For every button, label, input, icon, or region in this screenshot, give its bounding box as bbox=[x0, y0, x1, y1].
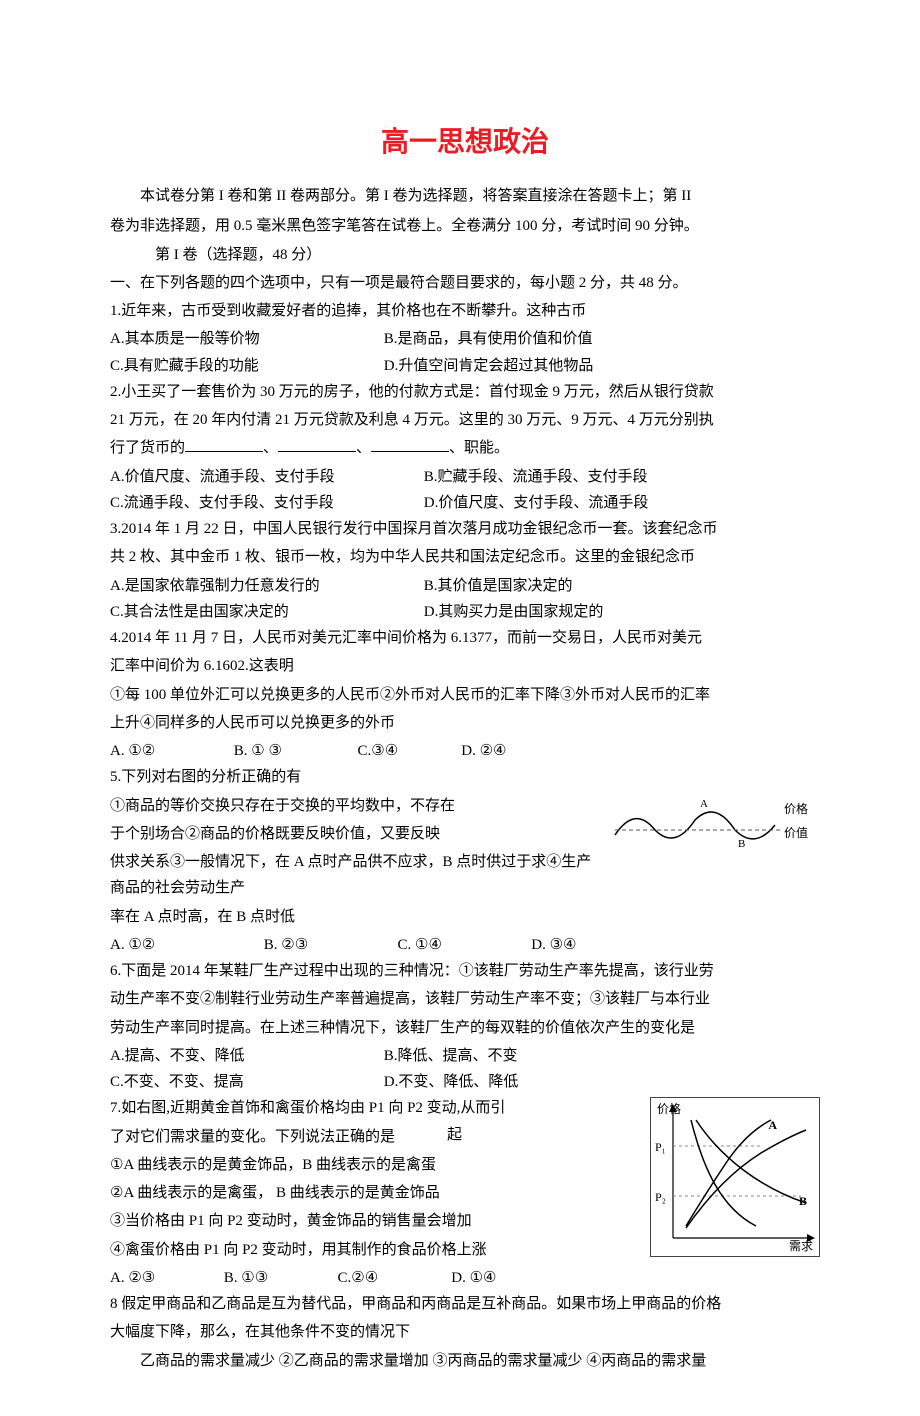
q1-opt-d: D.升值空间肯定会超过其他物品 bbox=[384, 353, 594, 379]
q1-opt-a: A.其本质是一般等价物 bbox=[110, 326, 380, 352]
q2-blank3 bbox=[371, 436, 449, 452]
q7-opt-b: B. ①③ bbox=[224, 1265, 334, 1291]
q2-opt-b: B.贮藏手段、流通手段、支付手段 bbox=[424, 464, 648, 490]
q5-stem: 5.下列对右图的分析正确的有 bbox=[110, 764, 820, 790]
q3-opt-b: B.其价值是国家决定的 bbox=[424, 573, 573, 599]
q1-stem: 1.近年来，古币受到收藏爱好者的追捧，其价格也在不断攀升。这种古币 bbox=[110, 298, 820, 324]
q7-l1a: 7.如右图,近期黄金首饰和禽蛋价格均由 P1 向 P2 变动,从而引 bbox=[110, 1100, 505, 1116]
q6-opt-b: B.降低、提高、不变 bbox=[384, 1043, 518, 1069]
q4-options: A. ①② B. ① ③ C.③④ D. ②④ bbox=[110, 738, 820, 764]
q5-block: 5.下列对右图的分析正确的有 A B 价格 价值 ①商品的等价交换只存在于交换的… bbox=[110, 764, 820, 958]
q1-opt-c: C.具有贮藏手段的功能 bbox=[110, 353, 380, 379]
q3-line1: 3.2014 年 1 月 22 日，中国人民银行发行中国探月首次落月成功金银纪念… bbox=[110, 516, 820, 542]
q2-line3: 行了货币的 、 、 、职能。 bbox=[110, 435, 820, 461]
q1-opt-b: B.是商品，具有使用价值和价值 bbox=[384, 326, 593, 352]
q4-opt-b: B. ① ③ bbox=[234, 738, 354, 764]
q7-opt-c: C.②④ bbox=[338, 1265, 448, 1291]
q5-line3: 供求关系③一般情况下，在 A 点时产品供不应求，B 点时供过于求④生产商品的社会… bbox=[110, 849, 820, 902]
q5-options: A. ①② B. ②③ C. ①④ D. ③④ bbox=[110, 932, 820, 958]
q6-options-row1: A.提高、不变、降低 B.降低、提高、不变 bbox=[110, 1043, 820, 1069]
q3-options-row2: C.其合法性是由国家决定的 D.其购买力是由国家规定的 bbox=[110, 599, 820, 625]
q7-label-a: A bbox=[768, 1118, 777, 1133]
exam-page: 高一思想政治 本试卷分第 I 卷和第 II 卷两部分。第 I 卷为选择题，将答案… bbox=[0, 0, 920, 1416]
q7-xlabel: 需求 bbox=[789, 1237, 813, 1254]
intro-line-1: 本试卷分第 I 卷和第 II 卷两部分。第 I 卷为选择题，将答案直接涂在答题卡… bbox=[110, 184, 820, 210]
section-1-instruction: 一、在下列各题的四个选项中，只有一项是最符合题目要求的，每小题 2 分，共 48… bbox=[110, 271, 820, 297]
q7-label-b: B bbox=[799, 1194, 807, 1209]
q7-p1: P₁ bbox=[655, 1140, 666, 1155]
q4-opt-a: A. ①② bbox=[110, 738, 230, 764]
q2-options-row2: C.流通手段、支付手段、支付手段 D.价值尺度、支付手段、流通手段 bbox=[110, 490, 820, 516]
intro-line-2: 卷为非选择题，用 0.5 毫米黑色签字笔答在试卷上。全卷满分 100 分，考试时… bbox=[110, 214, 820, 240]
q5-opt-c: C. ①④ bbox=[398, 932, 528, 958]
q4-line1: 4.2014 年 11 月 7 日，人民币对美元汇率中间价格为 6.1377，而… bbox=[110, 625, 820, 651]
q7-options: A. ②③ B. ①③ C.②④ D. ①④ bbox=[110, 1265, 820, 1291]
q5-label-price: 价格 bbox=[784, 801, 808, 816]
q7-figure: 价格 需求 P₁ P₂ A B bbox=[650, 1097, 820, 1257]
q5-figure: A B 价格 价值 bbox=[610, 795, 820, 855]
q5-wave-chart: A B 价格 价值 bbox=[610, 795, 820, 855]
q8-line2: 大幅度下降，那么，在其他条件不变的情况下 bbox=[110, 1319, 820, 1345]
q7-opt-a: A. ②③ bbox=[110, 1265, 220, 1291]
q3-opt-c: C.其合法性是由国家决定的 bbox=[110, 599, 420, 625]
q5-line4: 率在 A 点时高，在 B 点时低 bbox=[110, 904, 820, 930]
q7-demand-chart bbox=[651, 1098, 819, 1256]
q2-line2: 21 万元，在 20 年内付清 21 万元贷款及利息 4 万元。这里的 30 万… bbox=[110, 407, 820, 433]
q4-opt-c: C.③④ bbox=[358, 738, 458, 764]
q5-opt-a: A. ①② bbox=[110, 932, 260, 958]
q5-label-value: 价值 bbox=[784, 825, 808, 840]
q7-p2: P₂ bbox=[655, 1190, 666, 1205]
q8-line3: 乙商品的需求量减少 ②乙商品的需求量增加 ③丙商品的需求量减少 ④丙商品的需求量 bbox=[110, 1348, 820, 1374]
q3-opt-d: D.其购买力是由国家规定的 bbox=[424, 599, 604, 625]
q8-line1: 8 假定甲商品和乙商品是互为替代品，甲商品和丙商品是互补商品。如果市场上甲商品的… bbox=[110, 1291, 820, 1317]
q2-options-row1: A.价值尺度、流通手段、支付手段 B.贮藏手段、流通手段、支付手段 bbox=[110, 464, 820, 490]
q7-l1b: 起 bbox=[447, 1122, 462, 1148]
q4-line3: ①每 100 单位外汇可以兑换更多的人民币②外币对人民币的汇率下降③外币对人民币… bbox=[110, 682, 820, 708]
q6-line1: 6.下面是 2014 年某鞋厂生产过程中出现的三种情况：①该鞋厂劳动生产率先提高… bbox=[110, 958, 820, 984]
q2-l3c: 、 bbox=[356, 440, 371, 456]
q4-opt-d: D. ②④ bbox=[461, 738, 506, 764]
q2-line1: 2.小王买了一套售价为 30 万元的房子，他的付款方式是：首付现金 9 万元，然… bbox=[110, 379, 820, 405]
q2-blank1 bbox=[185, 436, 263, 452]
q6-line2: 动生产率不变②制鞋行业劳动生产率普遍提高，该鞋厂劳动生产率不变；③该鞋厂与本行业 bbox=[110, 986, 820, 1012]
q5-opt-d: D. ③④ bbox=[531, 932, 576, 958]
q4-line2: 汇率中间价为 6.1602.这表明 bbox=[110, 653, 820, 679]
q2-l3b: 、 bbox=[263, 440, 278, 456]
q2-l3a: 行了货币的 bbox=[110, 440, 185, 456]
q2-blank2 bbox=[278, 436, 356, 452]
q6-opt-d: D.不变、降低、降低 bbox=[384, 1069, 519, 1095]
q5-point-b: B bbox=[738, 838, 745, 850]
q5-opt-b: B. ②③ bbox=[264, 932, 394, 958]
q6-opt-c: C.不变、不变、提高 bbox=[110, 1069, 380, 1095]
q2-l3d: 、职能。 bbox=[449, 440, 509, 456]
curve-b bbox=[686, 1130, 806, 1228]
section-1-heading: 第 I 卷（选择题，48 分） bbox=[110, 243, 820, 269]
q3-opt-a: A.是国家依靠强制力任意发行的 bbox=[110, 573, 420, 599]
q2-opt-c: C.流通手段、支付手段、支付手段 bbox=[110, 490, 420, 516]
q7-ylabel: 价格 bbox=[657, 1100, 681, 1117]
q6-line3: 劳动生产率同时提高。在上述三种情况下，该鞋厂生产的每双鞋的价值依次产生的变化是 bbox=[110, 1015, 820, 1041]
q1-options-row1: A.其本质是一般等价物 B.是商品，具有使用价值和价值 bbox=[110, 326, 820, 352]
q2-opt-a: A.价值尺度、流通手段、支付手段 bbox=[110, 464, 420, 490]
q1-options-row2: C.具有贮藏手段的功能 D.升值空间肯定会超过其他物品 bbox=[110, 353, 820, 379]
q6-options-row2: C.不变、不变、提高 D.不变、降低、降低 bbox=[110, 1069, 820, 1095]
q4-line4: 上升④同样多的人民币可以兑换更多的外币 bbox=[110, 710, 820, 736]
page-title: 高一思想政治 bbox=[110, 120, 820, 160]
q6-opt-a: A.提高、不变、降低 bbox=[110, 1043, 380, 1069]
q3-line2: 共 2 枚、其中金币 1 枚、银币一枚，均为中华人民共和国法定纪念币。这里的金银… bbox=[110, 544, 820, 570]
wave-path bbox=[615, 812, 775, 839]
q7-block: 价格 需求 P₁ P₂ A B 7.如右图,近期黄金首饰和禽蛋价格均由 P1 向… bbox=[110, 1095, 820, 1291]
q5-point-a: A bbox=[700, 798, 708, 810]
curve-b-real bbox=[696, 1120, 806, 1203]
q2-opt-d: D.价值尺度、支付手段、流通手段 bbox=[424, 490, 649, 516]
q3-options-row1: A.是国家依靠强制力任意发行的 B.其价值是国家决定的 bbox=[110, 573, 820, 599]
q7-opt-d: D. ①④ bbox=[451, 1265, 496, 1291]
